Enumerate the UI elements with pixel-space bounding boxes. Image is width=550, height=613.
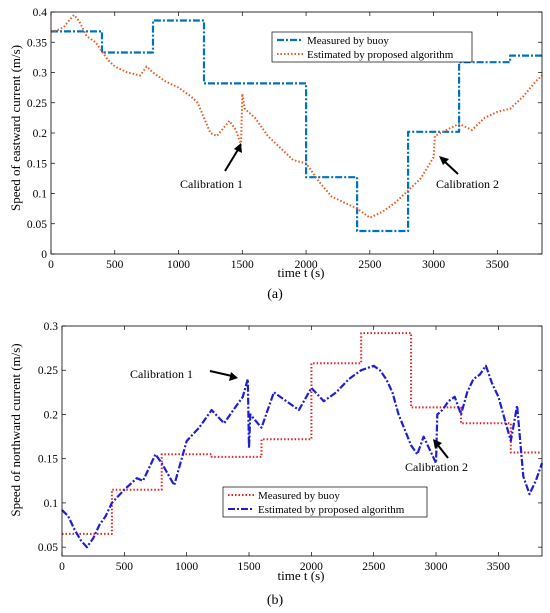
panel-a-x-tick-label: 0 [48,259,54,271]
panel-b-annotation-calibration-2: Calibration 2 [405,460,468,474]
panel-b-annotations: Calibration 1 Calibration 2 [130,367,468,474]
panel-b-x-tick-label: 2000 [300,561,323,573]
panel-a-legend: Measured by buoy Estimated by proposed a… [271,31,473,63]
panel-a-y-tick-label: 0.2 [33,128,48,140]
panel-b-annotation-arrowhead-2 [433,439,442,449]
panel-a-legend-box [271,31,473,63]
panel-b-annotation-arrow-2 [436,443,449,459]
panel-b-series-group [61,332,544,549]
panel-a-caption-label: (a) [267,287,283,302]
panel-a-y-tick-label: 0.35 [27,37,47,49]
panel-b-x-tick-label: 0 [59,561,65,573]
panel-b-y-tick-label: 0.05 [38,542,58,554]
panel-a-tick-labels: 0 500 1000 1500 2000 2500 3000 3500 0 0.05 0.1 0.15… [27,7,509,271]
panel-b-annotation-arrow-1 [209,370,233,377]
panel-b-plot-frame [61,325,543,557]
panel-a-x-tick-label: 2000 [295,259,318,271]
panel-b-annotation-calibration-1: Calibration 1 [130,367,193,381]
panel-a-annotation-arrow-2 [443,160,459,175]
panel-a-y-tick-label: 0.15 [27,158,47,170]
panel-b-y-tick-label: 0.3 [44,321,59,333]
panel-b-x-tick-label: 3000 [425,561,448,573]
panel-b-legend-box [222,486,428,518]
panel-b-x-tick-label: 2500 [362,561,385,573]
panel-b-y-tick-label: 0.2 [44,409,59,421]
panel-a-y-tick-label: 0.25 [27,98,47,110]
panel-b-x-tick-label: 1500 [238,561,261,573]
panel-a-legend-label-estimated: Estimated by proposed algorithm [307,49,454,61]
panel-a-y-tick-label: 0 [41,249,47,261]
panel-a-annotation-arrowhead-1 [234,143,242,153]
panel-b-y-tick-label: 0.1 [44,498,59,510]
panel-b-northward-chart: 0 500 1000 1500 2000 2500 3000 3500 0.05 0.1 0.15 0… [8,321,544,608]
panel-b-series-estimated-line [61,364,544,549]
panel-b-tick-labels: 0 500 1000 1500 2000 2500 3000 3500 0.05 0.1 0.15 0… [38,321,510,573]
panel-a-annotation-calibration-1: Calibration 1 [180,177,243,191]
panel-a-legend-label-measured: Measured by buoy [307,35,389,47]
panel-b-axes-ticks [61,325,542,556]
panel-a-annotation-calibration-2: Calibration 2 [436,177,499,191]
panel-b-legend: Measured by buoy Estimated by proposed a… [222,486,428,518]
panel-b-y-tick-label: 0.25 [38,365,58,377]
panel-a-y-tick-label: 0.3 [33,68,48,80]
panel-a-annotation-arrowhead-2 [439,156,449,165]
panel-b-y-axis-label: Speed of northward current (m/s) [8,343,23,516]
panel-a-y-tick-label: 0.1 [33,189,48,201]
panel-a-x-tick-label: 2500 [358,259,381,271]
panel-b-x-tick-label: 500 [116,561,134,573]
panel-a-eastward-chart: 0 500 1000 1500 2000 2500 3000 3500 0 0.05 0.1 0.15… [8,7,543,302]
panel-a-x-axis-label: time t (s) [278,265,325,280]
panel-a-y-axis-label: Speed of eastward current (m/s) [8,45,23,211]
panel-a-x-tick-label: 1000 [167,259,190,271]
panel-b-annotation-arrowhead-1 [229,372,238,381]
panel-a-series-estimated-line [50,14,543,219]
panel-b-caption-label: (b) [267,593,284,608]
panel-a-annotations: Calibration 1 Calibration 2 [180,143,499,191]
panel-b-legend-label-estimated: Estimated by proposed algorithm [258,504,405,516]
panel-b-x-tick-label: 1000 [175,561,198,573]
panel-a-x-tick-label: 500 [106,259,124,271]
panel-a-annotation-arrow-1 [224,147,240,172]
panel-a-x-tick-label: 3500 [486,259,509,271]
panel-a-x-tick-label: 3000 [422,259,445,271]
panel-a-y-tick-label: 0.4 [33,7,48,19]
panel-a-x-tick-label: 1500 [231,259,254,271]
panel-b-x-tick-label: 3500 [487,561,510,573]
panel-b-x-axis-label: time t (s) [278,568,325,583]
panel-b-legend-label-measured: Measured by buoy [258,490,340,502]
panel-a-y-tick-label: 0.05 [27,219,47,231]
panel-a-plot-frame [50,11,543,255]
panel-b-y-tick-label: 0.15 [38,454,58,466]
